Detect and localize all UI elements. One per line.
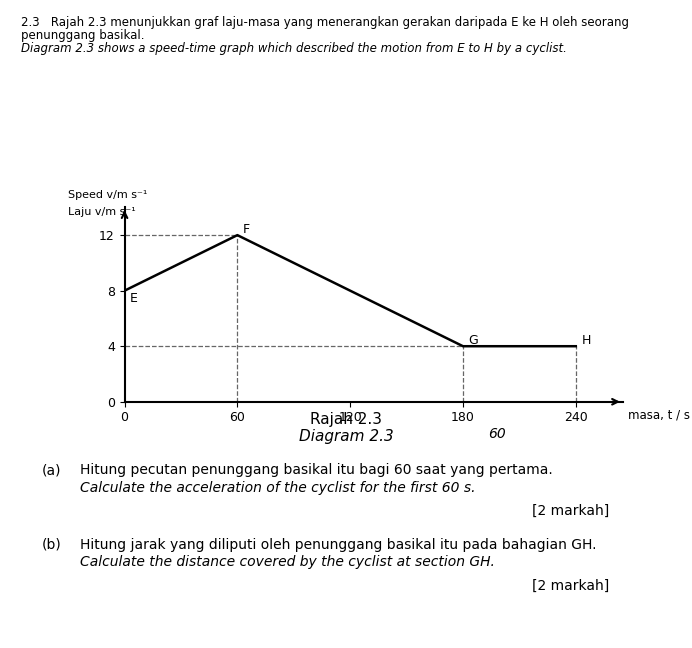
Text: masa, t / s: masa, t / s bbox=[628, 409, 691, 422]
Text: F: F bbox=[243, 223, 250, 236]
Text: [2 markah]: [2 markah] bbox=[531, 579, 609, 593]
Text: [2 markah]: [2 markah] bbox=[531, 504, 609, 518]
Text: 2.3   Rajah 2.3 menunjukkan graf laju-masa yang menerangkan gerakan daripada E k: 2.3 Rajah 2.3 menunjukkan graf laju-masa… bbox=[21, 16, 629, 29]
Text: Calculate the distance covered by the cyclist at section GH.: Calculate the distance covered by the cy… bbox=[80, 555, 495, 570]
Text: Rajah 2.3: Rajah 2.3 bbox=[310, 412, 382, 428]
Text: 60: 60 bbox=[488, 427, 506, 441]
Text: (b): (b) bbox=[42, 538, 62, 552]
Text: G: G bbox=[468, 334, 478, 347]
Text: Speed v/m s⁻¹: Speed v/m s⁻¹ bbox=[68, 191, 147, 200]
Text: H: H bbox=[581, 334, 591, 347]
Text: Hitung jarak yang diliputi oleh penunggang basikal itu pada bahagian GH.: Hitung jarak yang diliputi oleh penungga… bbox=[80, 538, 596, 552]
Text: E: E bbox=[130, 292, 138, 305]
Text: (a): (a) bbox=[42, 463, 61, 478]
Text: penunggang basikal.: penunggang basikal. bbox=[21, 29, 144, 42]
Text: Calculate the acceleration of the cyclist for the first 60 s.: Calculate the acceleration of the cyclis… bbox=[80, 481, 475, 495]
Text: Hitung pecutan penunggang basikal itu bagi 60 saat yang pertama.: Hitung pecutan penunggang basikal itu ba… bbox=[80, 463, 552, 478]
Text: Laju v/m s⁻¹: Laju v/m s⁻¹ bbox=[68, 207, 136, 217]
Text: Diagram 2.3 shows a speed-time graph which described the motion from E to H by a: Diagram 2.3 shows a speed-time graph whi… bbox=[21, 42, 567, 55]
Text: Diagram 2.3: Diagram 2.3 bbox=[299, 428, 393, 444]
